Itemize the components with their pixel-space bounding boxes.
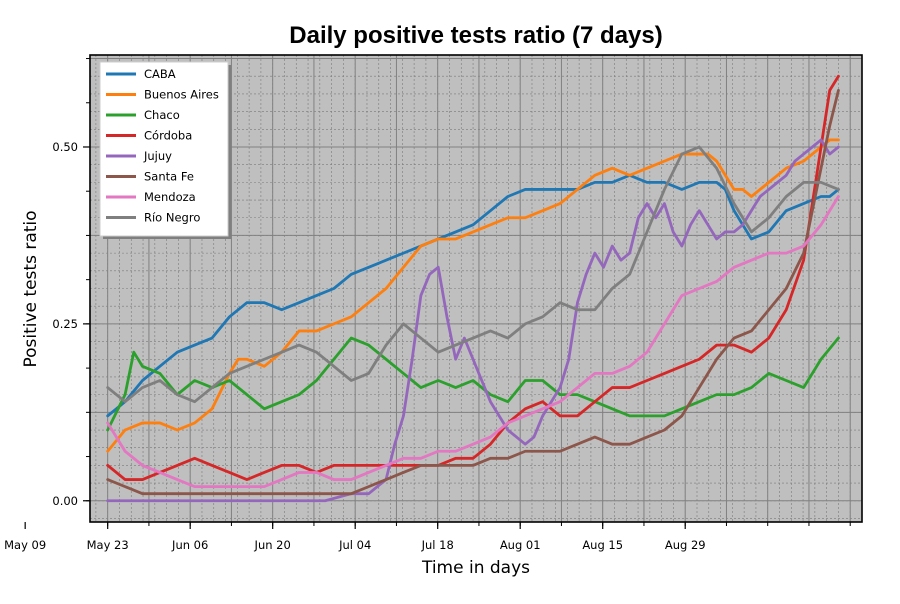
legend-label: Chaco [144,108,180,122]
x-tick-label: Aug 01 [500,538,541,552]
chart-title: Daily positive tests ratio (7 days) [289,22,662,49]
x-axis-ticks: May 09 May 23 Jun 06 Jun 20 Jul 04 Jul 18 Aug … [4,522,851,552]
x-tick-label: Aug 29 [665,538,706,552]
series-line-jujuy [106,138,840,503]
legend-label: Río Negro [144,211,200,225]
series-line-santa-fe [106,88,840,496]
x-tick-label: May 23 [87,538,129,552]
x-tick-label: Jul 04 [338,538,371,552]
series-line-buenos-aires [106,138,840,453]
x-tick-label: May 09 [4,538,46,552]
legend-box [99,61,229,237]
legend-label: Mendoza [144,190,196,204]
series-line-caba [106,173,840,418]
legend-label: Jujuy [143,149,172,163]
x-tick-label: Jul 18 [421,538,454,552]
y-tick-label: 0.50 [52,140,78,154]
series-line-r-o-negro [106,145,840,404]
y-tick-label: 0.00 [52,494,78,508]
y-axis-ticks: 0.00 0.25 0.50 [52,58,90,508]
legend-label: Santa Fe [144,170,194,184]
legend-label: CABA [144,67,176,81]
x-tick-label: Jun 20 [254,538,291,552]
series-line-mendoza [106,195,840,489]
legend: CABA Buenos Aires Chaco Córdoba Jujuy Santa F… [99,61,231,239]
plot-frame [89,54,863,523]
x-tick-label: Aug 15 [582,538,623,552]
y-tick-label: 0.25 [52,317,78,331]
series-lines [106,74,840,503]
legend-label: Córdoba [144,129,192,143]
major-grid [90,55,862,522]
x-tick-label: Jun 06 [171,538,208,552]
x-axis-label: Time in days [421,558,530,578]
series-line-c-rdoba [106,74,840,481]
y-axis-label: Positive tests ratio [21,210,41,367]
legend-label: Buenos Aires [144,88,219,102]
